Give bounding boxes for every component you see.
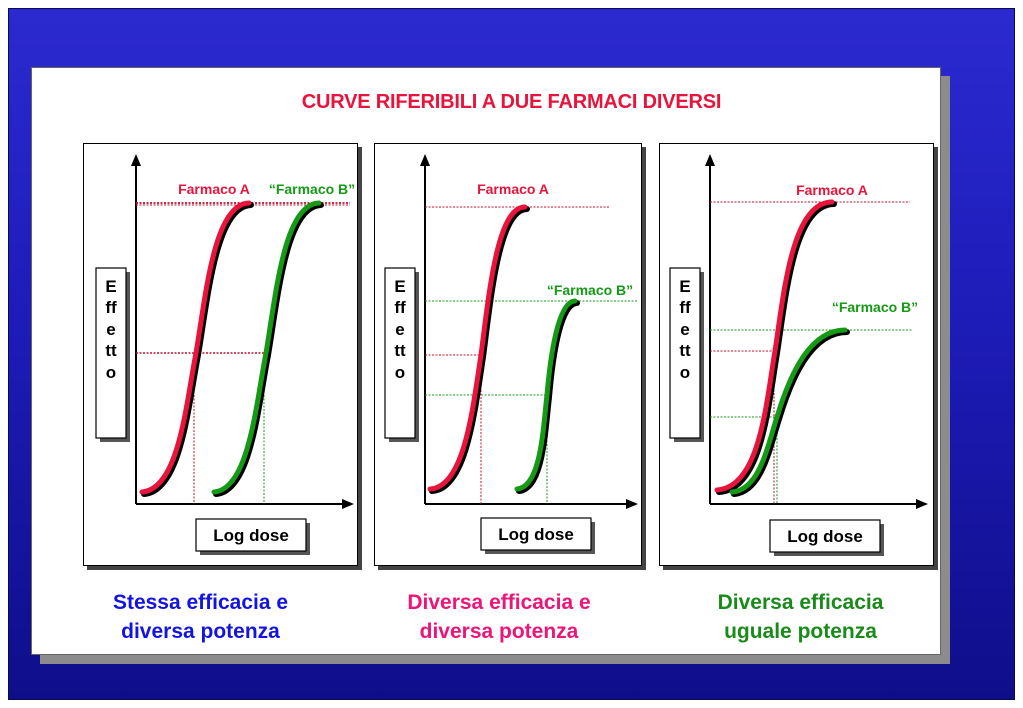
y-label-line: ff xyxy=(679,298,691,317)
x-axis-arrow xyxy=(626,499,638,509)
y-label-line: E xyxy=(394,277,405,296)
y-label-line: tt xyxy=(105,341,117,360)
y-label-line: o xyxy=(680,363,690,382)
y-label-line: o xyxy=(106,363,116,382)
y-label-line: e xyxy=(395,320,404,339)
curve-b-shadow xyxy=(731,329,850,497)
label-farmaco-a: Farmaco A xyxy=(178,181,250,197)
y-label-line: o xyxy=(395,363,405,382)
caption-line: diversa potenza xyxy=(121,620,280,643)
panel-different-efficacy-same-potency: Farmaco A “Farmaco B” E ff e tt o Log do… xyxy=(659,143,934,566)
x-axis-arrow xyxy=(916,499,928,509)
curve-a xyxy=(427,204,528,492)
y-label-line: e xyxy=(106,320,115,339)
y-label-box xyxy=(384,267,416,439)
y-axis-arrow xyxy=(705,154,715,166)
y-label-box xyxy=(95,267,127,439)
caption-panel-3: Diversa efficacia uguale potenza xyxy=(663,588,938,646)
caption-line: uguale potenza xyxy=(724,620,877,643)
panel-different-efficacy-potency: Farmaco A “Farmaco B” E ff e tt o Log do… xyxy=(374,143,642,566)
caption-line: Stessa efficacia e xyxy=(112,591,289,614)
caption-panel-1: Stessa efficacia e diversa potenza xyxy=(63,588,338,646)
curve-a xyxy=(139,200,252,495)
x-axis-arrow xyxy=(342,499,354,509)
label-farmaco-b: “Farmaco B” xyxy=(547,282,633,298)
y-axis-arrow xyxy=(420,154,430,166)
caption-line: Diversa efficacia xyxy=(717,591,884,614)
y-label-line: e xyxy=(680,320,689,339)
y-label-line: tt xyxy=(394,341,406,360)
curve-b xyxy=(514,298,578,492)
panel-same-efficacy: Farmaco A “Farmaco B” E ff e tt o Log do… xyxy=(83,143,358,566)
x-label-box xyxy=(195,518,307,552)
y-label-line: E xyxy=(105,277,116,296)
label-farmaco-a: Farmaco A xyxy=(796,182,868,198)
label-farmaco-a: Farmaco A xyxy=(477,181,549,197)
y-label-line: ff xyxy=(105,298,117,317)
panel-2-plot: Farmaco A “Farmaco B” E ff e tt o Log do… xyxy=(384,154,638,554)
curve-b xyxy=(729,327,848,495)
caption-line: Diversa efficacia e xyxy=(407,591,591,614)
y-label-line: E xyxy=(679,277,690,296)
label-farmaco-b: “Farmaco B” xyxy=(832,299,918,315)
y-label-line: ff xyxy=(394,298,406,317)
label-farmaco-b: “Farmaco B” xyxy=(269,181,355,197)
caption-line: diversa potenza xyxy=(419,620,579,643)
curve-b xyxy=(211,200,322,495)
panel-1-plot: Farmaco A “Farmaco B” E ff e tt o Log do… xyxy=(95,154,355,555)
x-label: Log dose xyxy=(498,525,574,544)
caption-panel-2: Diversa efficacia e diversa potenza xyxy=(365,588,633,646)
x-label: Log dose xyxy=(787,527,863,546)
y-label-line: tt xyxy=(679,341,691,360)
y-label-box xyxy=(669,267,701,439)
y-axis-arrow xyxy=(131,154,141,166)
curve-a xyxy=(714,199,835,493)
x-label-box xyxy=(769,519,881,553)
x-label-box xyxy=(480,517,592,551)
panel-3-plot: Farmaco A “Farmaco B” E ff e tt o Log do… xyxy=(669,154,928,556)
slide-title: CURVE RIFERIBILI A DUE FARMACI DIVERSI xyxy=(301,91,722,113)
x-label: Log dose xyxy=(213,526,289,545)
